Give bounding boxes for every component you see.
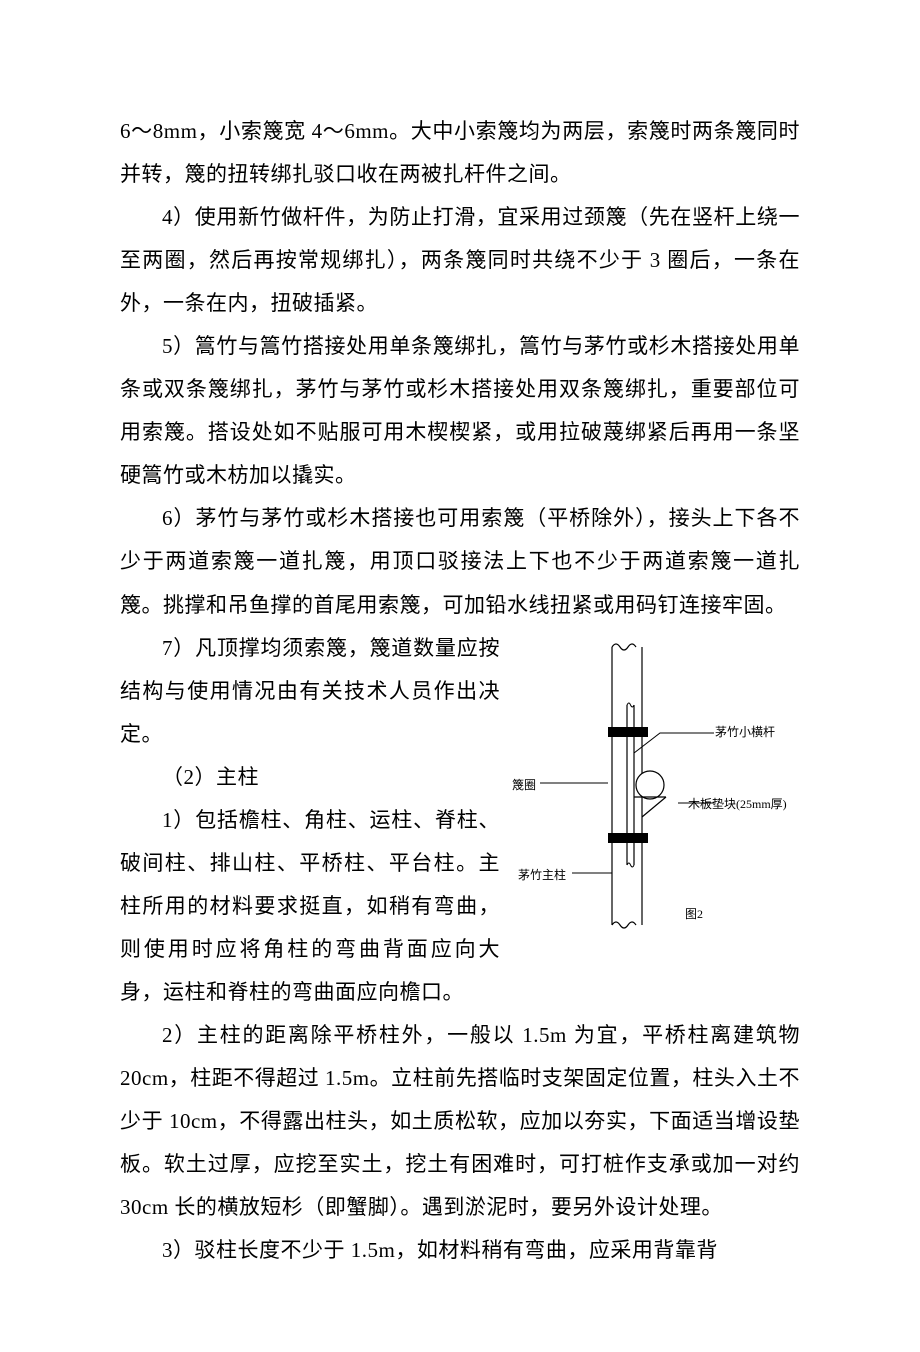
paragraph-2: 5）篙竹与篙竹搭接处用单条篾绑扎，篙竹与茅竹或杉木搭接处用单条或双条篾绑扎，茅竹… — [120, 325, 800, 497]
paragraph-0: 6～8mm，小索篾宽 4～6mm。大中小索篾均为两层，索篾时两条篾同时并转，篾的… — [120, 110, 800, 196]
document-page: 6～8mm，小索篾宽 4～6mm。大中小索篾均为两层，索篾时两条篾同时并转，篾的… — [0, 0, 920, 1352]
paragraph-7: 2）主柱的距离除平桥柱外，一般以 1.5m 为宜，平桥柱离建筑物 20cm，柱距… — [120, 1014, 800, 1229]
figure-label-ring: 篾圈 — [512, 776, 536, 793]
paragraph-1: 4）使用新竹做杆件，为防止打滑，宜采用过颈篾（先在竖杆上绕一至两圈，然后再按常规… — [120, 196, 800, 325]
figure-label-pad: 木板垫块(25mm厚) — [688, 795, 787, 812]
figure-label-maincol: 茅竹主柱 — [518, 866, 566, 883]
paragraph-8: 3）驳柱长度不少于 1.5m，如材料稍有弯曲，应采用背靠背 — [120, 1229, 800, 1272]
paragraph-3: 6）茅竹与茅竹或杉木搭接也可用索篾（平桥除外），接头上下各不少于两道索篾一道扎篾… — [120, 497, 800, 626]
wrap-block: 茅竹小横杆 篾圈 木板垫块(25mm厚) 茅竹主柱 图2 7）凡顶撑均须索篾，篾… — [120, 627, 800, 1014]
figure-label-crossbar: 茅竹小横杆 — [715, 723, 775, 740]
figure-svg — [510, 635, 800, 940]
figure-2: 茅竹小横杆 篾圈 木板垫块(25mm厚) 茅竹主柱 图2 — [510, 635, 800, 940]
figure-caption: 图2 — [685, 905, 703, 922]
